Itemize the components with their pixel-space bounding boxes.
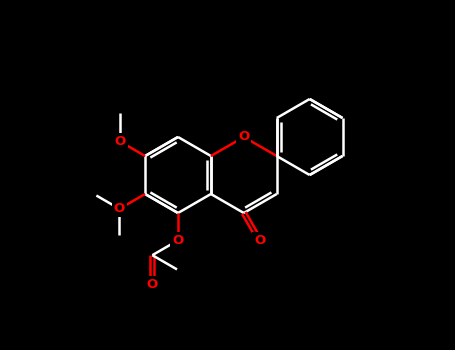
Text: O: O	[115, 135, 126, 148]
Text: O: O	[147, 278, 158, 291]
Text: O: O	[172, 234, 184, 247]
Text: O: O	[114, 202, 125, 215]
Text: O: O	[238, 131, 249, 144]
Text: O: O	[254, 234, 266, 247]
